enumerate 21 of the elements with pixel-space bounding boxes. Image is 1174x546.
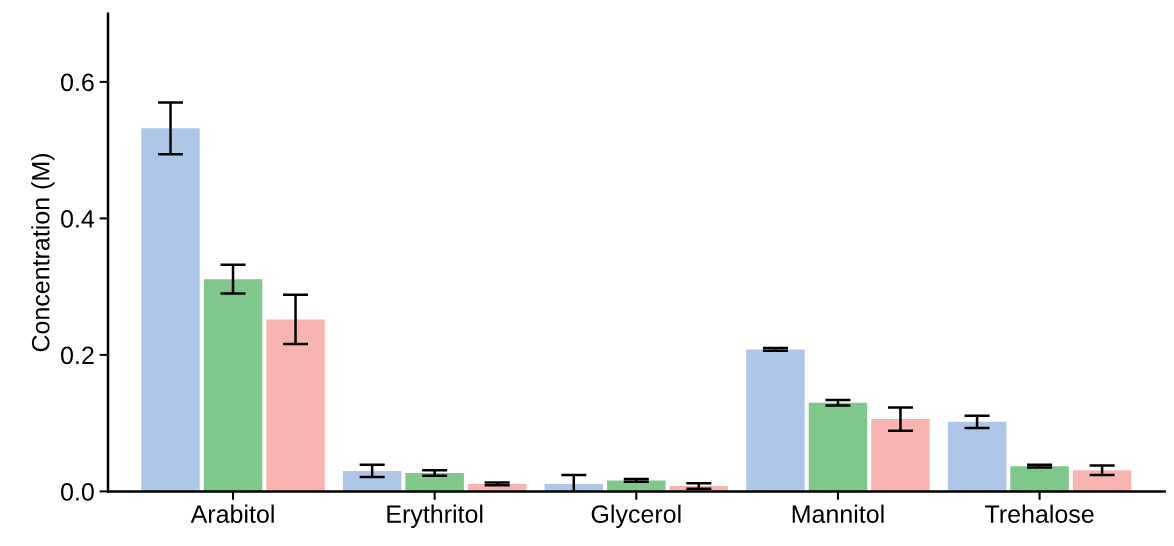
- x-tick-label: Arabitol: [190, 504, 274, 523]
- y-tick-label: 0.6: [61, 73, 94, 92]
- bar: [746, 349, 805, 492]
- bar: [947, 421, 1007, 492]
- bar: [405, 472, 464, 492]
- y-tick-label: 0.4: [61, 210, 95, 228]
- bar: [266, 319, 325, 492]
- x-tick-label: Trehalose: [985, 504, 1094, 523]
- bar: [808, 402, 868, 492]
- x-tick-label: Glycerol: [591, 504, 681, 528]
- y-tick-label: 0.2: [61, 346, 94, 365]
- bar: [342, 470, 402, 492]
- bar: [1010, 466, 1069, 492]
- bar: [871, 419, 930, 492]
- y-axis-title: Concentration (M): [31, 154, 55, 352]
- bar: [141, 128, 200, 492]
- x-tick-label: Mannitol: [792, 504, 884, 523]
- bar: [203, 279, 263, 492]
- bar: [1072, 470, 1132, 492]
- x-tick-label: Erythritol: [387, 504, 483, 528]
- y-tick-label: 0.0: [61, 483, 94, 501]
